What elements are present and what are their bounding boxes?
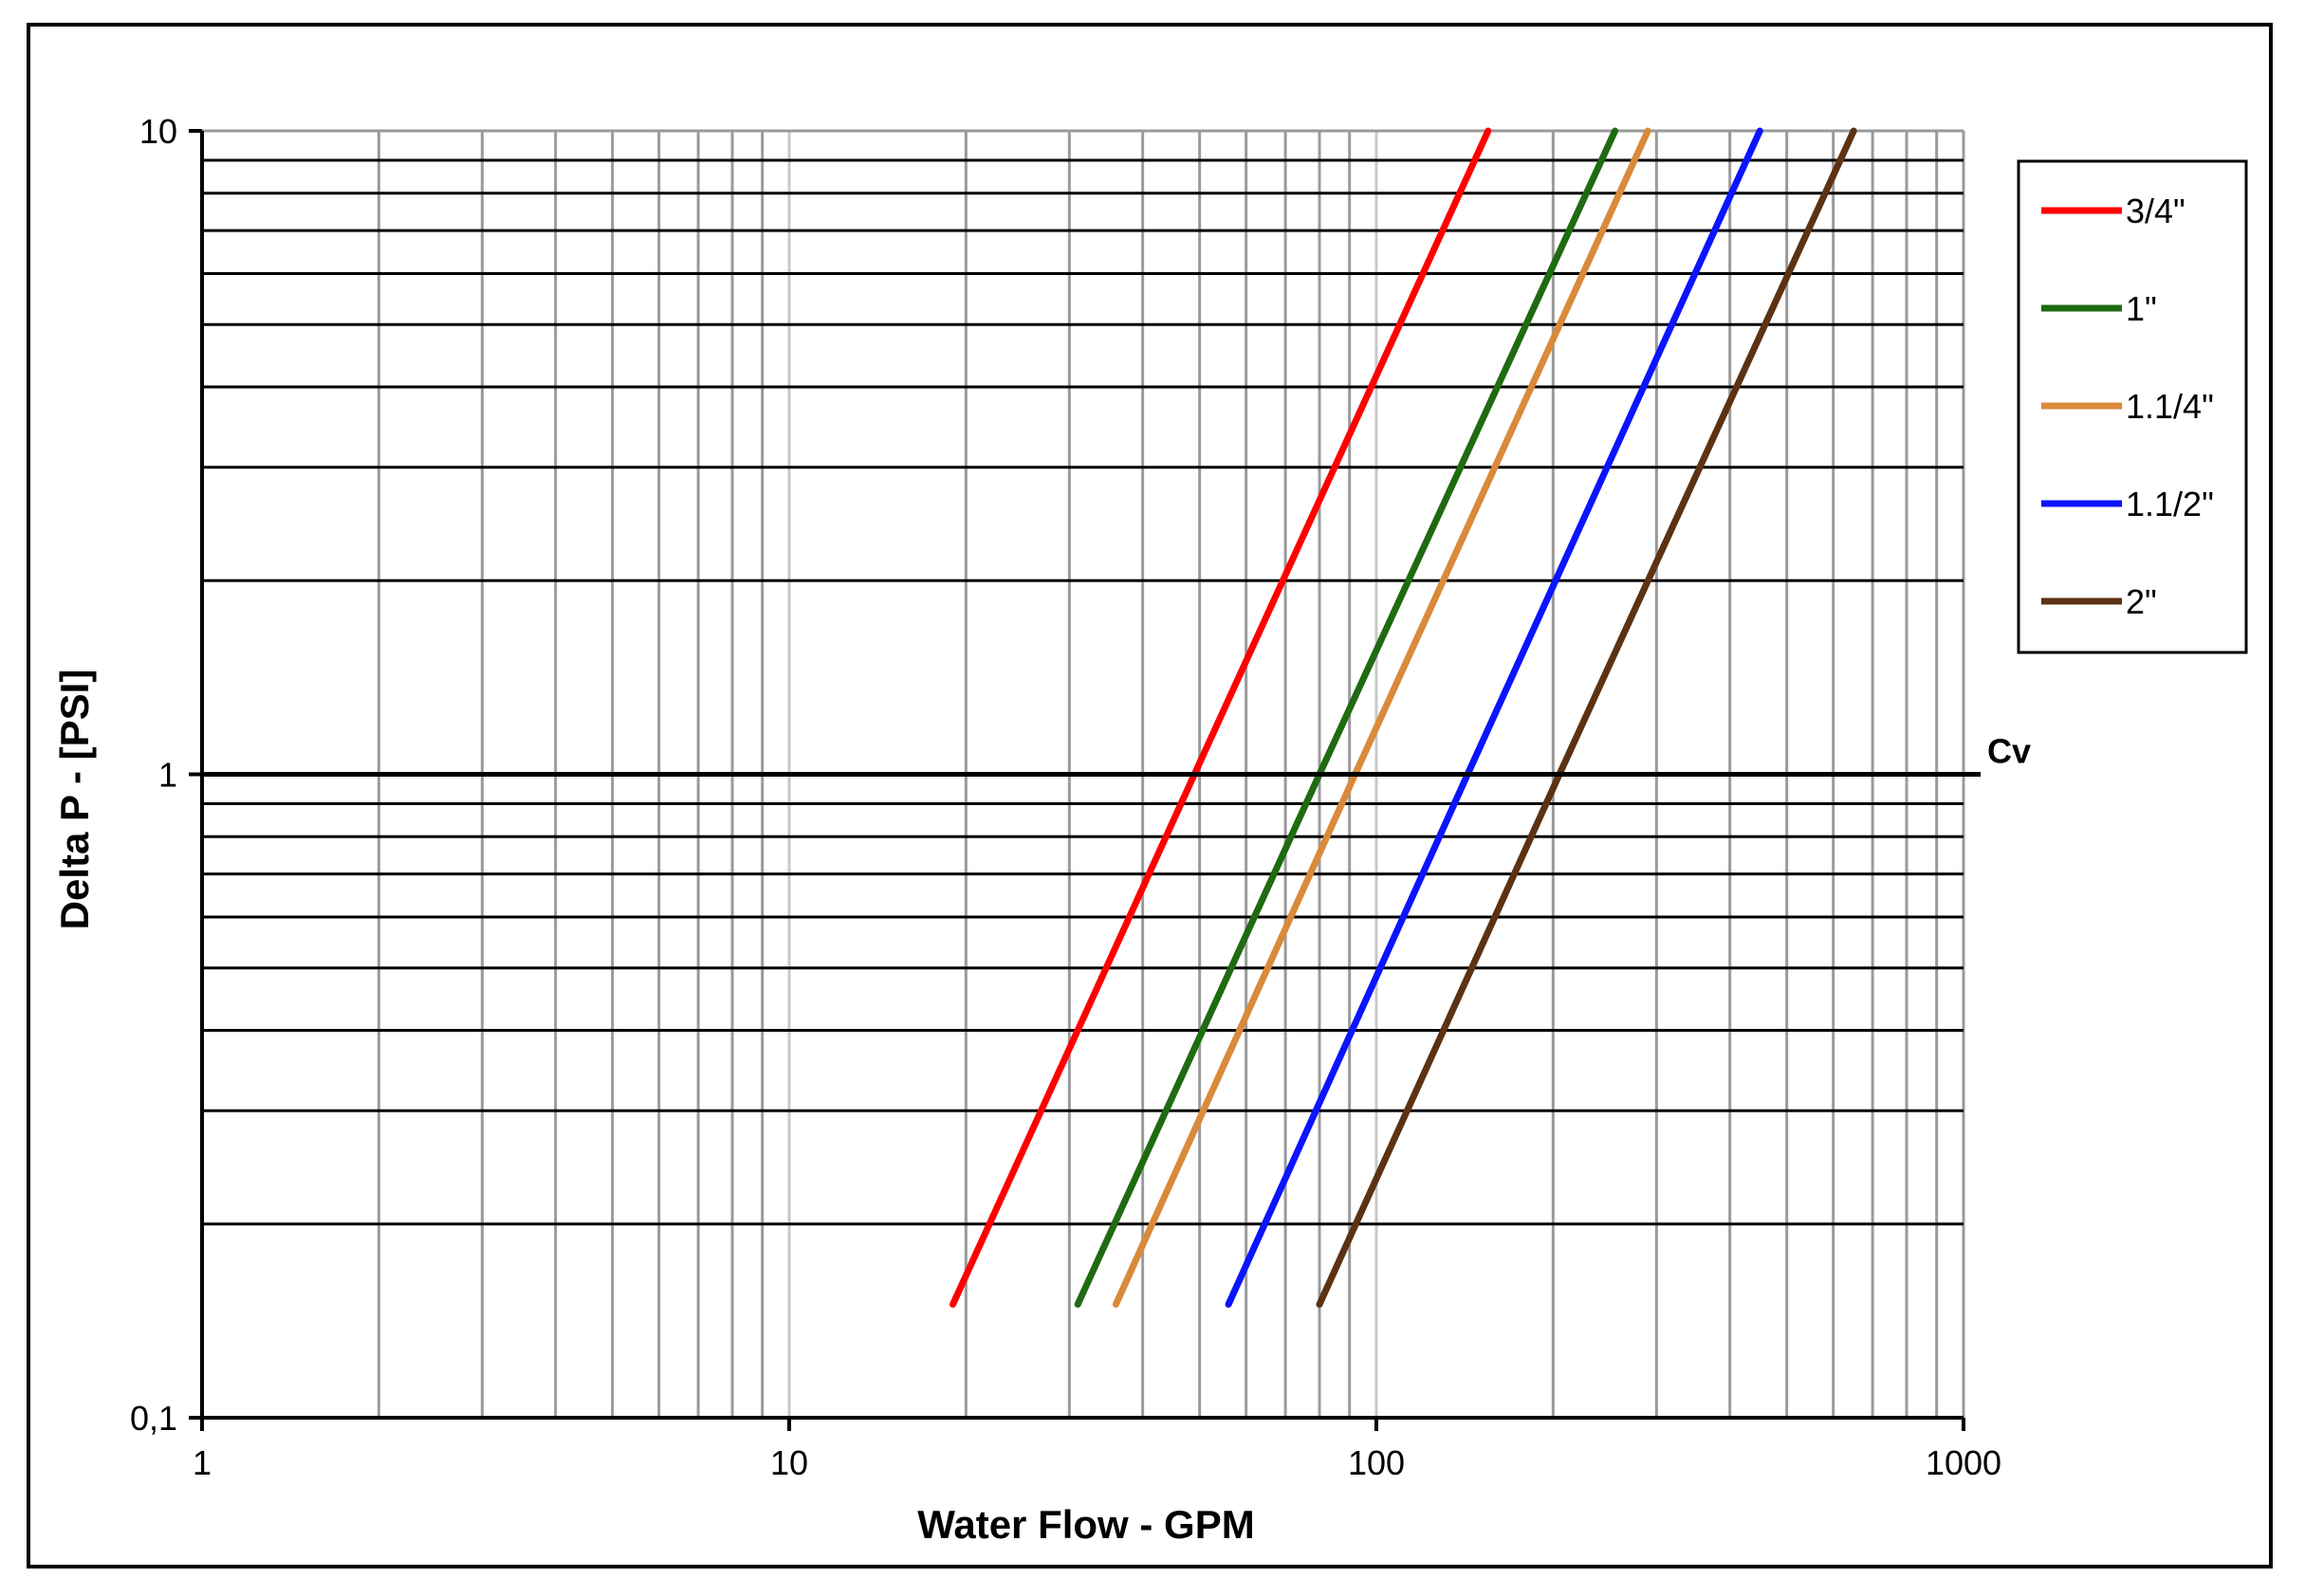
axes-layer (189, 129, 1981, 1431)
legend: 3/4" 1" 1.1/4" 1.1/2" 2" (2017, 159, 2248, 654)
legend-label: 1.1/4" (2126, 387, 2214, 426)
legend-label: 1" (2126, 289, 2157, 328)
y-tick-label: 1 (158, 756, 177, 795)
x-tick-label: 1 (193, 1443, 212, 1482)
legend-label: 3/4" (2126, 192, 2185, 230)
legend-label: 1.1/2" (2126, 485, 2214, 523)
series-layer (950, 127, 1857, 1308)
legend-label: 2" (2126, 582, 2157, 621)
horizontal-gridlines (202, 129, 1964, 1226)
series-line-5 (1316, 127, 1857, 1308)
chart-frame (27, 23, 2273, 1568)
x-axis-title: Water Flow - GPM (917, 1502, 1254, 1547)
legend-items: 3/4" 1" 1.1/4" 1.1/2" 2" (2041, 192, 2214, 621)
x-tick-label: 10 (770, 1443, 808, 1482)
series-line-1 (950, 127, 1492, 1308)
cv-reference-label: Cv (1987, 732, 2031, 771)
y-axis-title: Delta P - [PSI] (52, 670, 97, 930)
series-line-2 (1074, 127, 1619, 1308)
y-tick-label: 10 (139, 112, 177, 151)
y-tick-label: 0,1 (130, 1399, 177, 1438)
x-tick-label: 100 (1348, 1443, 1405, 1482)
series-line-3 (1112, 127, 1651, 1308)
series-line-4 (1225, 127, 1763, 1308)
x-tick-label: 1000 (1926, 1443, 2001, 1482)
tick-labels: 1 10 100 1000 0,1 1 10 (130, 112, 2001, 1482)
